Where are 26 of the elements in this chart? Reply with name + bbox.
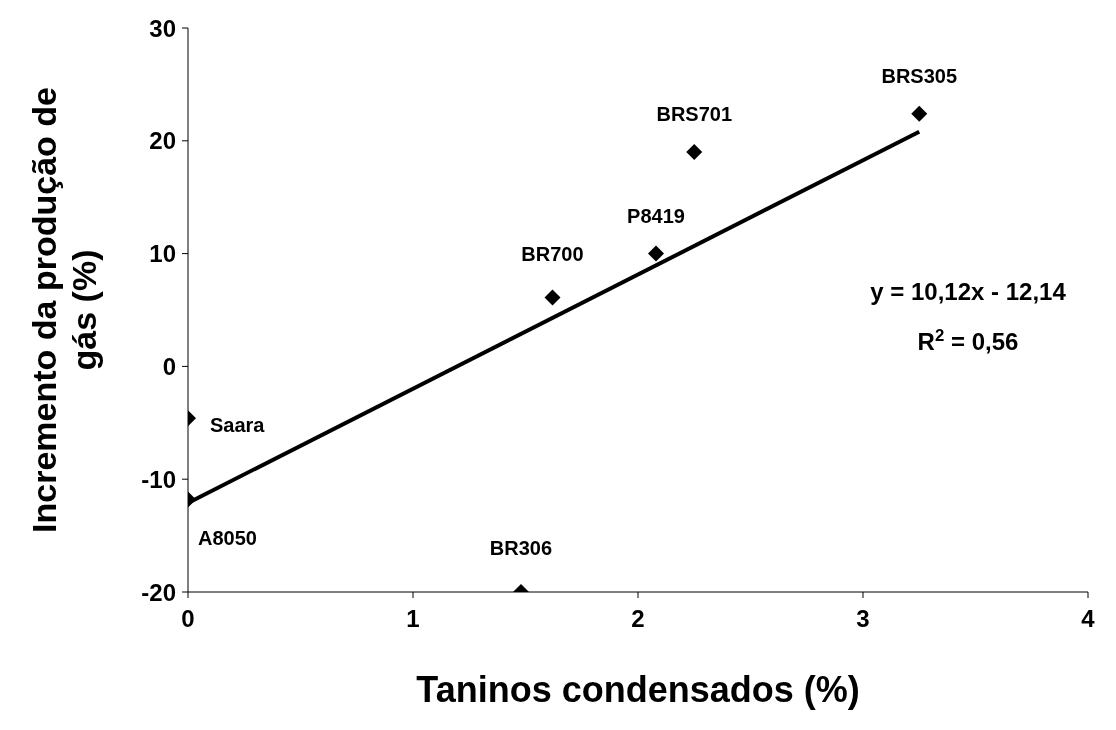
x-tick-label: 1 — [406, 605, 420, 633]
annotation: Saara — [210, 413, 266, 436]
point — [648, 245, 664, 262]
x-tick-label: 0 — [181, 605, 195, 633]
point — [686, 144, 703, 161]
x-tick-label: 4 — [1081, 605, 1096, 633]
x-axis-title: Taninos condensados (%) — [416, 669, 860, 710]
y-tick-label: -20 — [141, 578, 176, 606]
annotation: BR306 — [489, 537, 553, 560]
y-tick-label: 30 — [149, 14, 176, 42]
annotation: P8419 — [627, 204, 685, 227]
y-tick-label: -10 — [141, 465, 176, 493]
annotation: BRS305 — [881, 65, 958, 88]
point — [544, 289, 561, 306]
point — [911, 105, 928, 122]
annotation: BR700 — [521, 242, 584, 265]
x-tick-label: 2 — [631, 605, 645, 633]
y-axis-title: Incremento da produção de gás (%) — [25, 87, 103, 533]
y-tick-label: 10 — [149, 240, 176, 268]
annotation: R$^{2}$ = 0,56 — [917, 325, 1019, 355]
annotation: BRS701 — [656, 103, 733, 126]
x-tick-label: 3 — [856, 605, 870, 633]
annotation: A8050 — [198, 526, 257, 549]
y-tick-label: 20 — [149, 127, 176, 155]
annotation: y = 10,12x - 12,14 — [870, 278, 1067, 305]
y-tick-label: 0 — [162, 352, 176, 380]
